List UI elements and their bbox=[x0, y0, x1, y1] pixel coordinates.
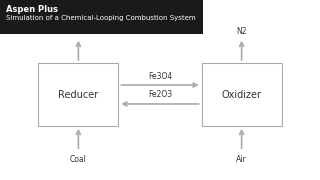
Text: Simulation of a Chemical-Looping Combustion System: Simulation of a Chemical-Looping Combust… bbox=[6, 15, 196, 21]
Text: Coal: Coal bbox=[70, 155, 87, 164]
Text: N2: N2 bbox=[236, 27, 247, 36]
Bar bbox=[0, 0, 203, 34]
Text: Air: Air bbox=[236, 155, 247, 164]
Text: Fe2O3: Fe2O3 bbox=[148, 90, 172, 99]
Text: Reducer: Reducer bbox=[58, 89, 99, 100]
Text: Aspen Plus: Aspen Plus bbox=[6, 4, 58, 14]
Text: CO2+H2O: CO2+H2O bbox=[56, 27, 94, 36]
Bar bbox=[38, 63, 118, 126]
Bar bbox=[202, 63, 282, 126]
Text: Oxidizer: Oxidizer bbox=[221, 89, 262, 100]
Text: Fe3O4: Fe3O4 bbox=[148, 71, 172, 81]
